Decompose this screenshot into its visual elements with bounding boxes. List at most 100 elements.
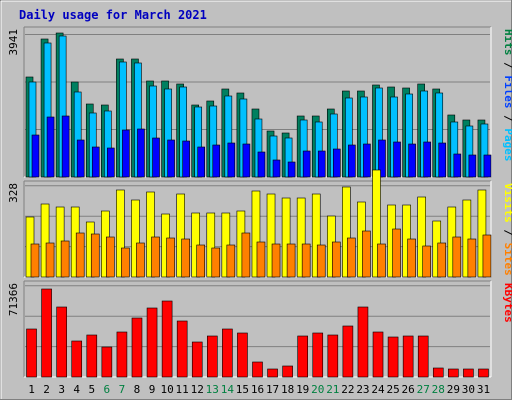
bar-kbytes-day-11 [176,320,188,378]
bar-pages-day-12 [197,146,206,178]
bar-sites-day-14 [226,244,236,278]
x-tick-label: 6 [104,383,111,396]
bar-sites-day-24 [377,243,386,278]
bar-visits-day-19 [296,197,306,278]
bar-visits-day-20 [311,193,321,278]
bar-kbytes-day-28 [432,367,444,378]
bar-visits-day-27 [417,196,426,278]
x-tick-label: 25 [386,383,399,396]
bar-kbytes-day-1 [26,328,37,378]
bar-pages-day-15 [242,143,251,178]
bar-sites-day-16 [256,241,266,278]
x-tick-label: 30 [462,383,475,396]
bar-visits-day-2 [40,203,50,278]
bar-visits-day-9 [146,191,155,278]
bar-sites-day-7 [121,247,130,278]
x-tick-label: 3 [58,383,65,396]
bar-pages-day-2 [46,116,55,178]
bar-visits-day-30 [462,199,472,278]
bar-pages-day-23 [363,143,371,178]
bar-visits-day-18 [281,197,291,278]
bar-pages-day-3 [61,115,70,178]
bar-sites-day-8 [136,242,145,278]
bar-pages-day-19 [302,150,311,178]
bar-kbytes-day-27 [417,335,429,378]
bar-kbytes-day-8 [131,317,143,378]
bar-kbytes-day-3 [56,306,67,378]
bar-kbytes-day-23 [357,306,369,378]
bar-sites-day-26 [407,238,416,278]
bar-kbytes-day-26 [402,335,414,378]
panel-middle: 328 Visits / Sites [7,169,512,278]
bar-pages-day-14 [227,142,236,178]
bar-pages-day-5 [91,146,100,178]
bar-pages-day-7 [122,129,130,178]
bar-pages-day-30 [468,154,477,178]
bar-kbytes-day-22 [342,325,354,378]
bar-kbytes-day-18 [282,365,293,378]
bar-pages-day-11 [182,140,190,178]
panel-legend-label: Visits / Sites [502,183,512,276]
bar-visits-day-24 [372,169,381,278]
bar-kbytes-day-30 [463,368,474,378]
bar-kbytes-day-14 [222,328,233,378]
bar-kbytes-day-2 [41,288,52,378]
x-tick-label: 29 [447,383,460,396]
x-tick-label: 14 [221,383,235,396]
bar-kbytes-day-19 [297,335,308,378]
x-tick-label: 31 [477,383,490,396]
bar-pages-day-29 [453,153,462,178]
x-tick-label: 1 [28,383,35,396]
bar-kbytes-day-25 [387,336,399,378]
x-tick-label: 27 [417,383,430,396]
bar-sites-day-12 [196,244,206,278]
panel-top: 3941 Hits / Files / Pages [7,26,512,178]
bar-sites-day-2 [45,242,55,278]
bar-sites-day-6 [106,236,115,278]
bar-kbytes-day-12 [191,341,203,378]
bar-kbytes-day-7 [116,331,128,378]
x-tick-label: 24 [371,383,385,396]
bar-kbytes-day-29 [448,368,459,378]
bar-visits-day-11 [176,193,185,278]
bar-sites-day-9 [151,236,160,278]
bar-sites-day-23 [362,230,371,278]
bar-kbytes-day-5 [86,334,98,378]
bar-sites-day-13 [211,247,221,278]
x-tick-label: 18 [281,383,294,396]
x-tick-label: 22 [341,383,354,396]
bar-pages-day-17 [272,159,281,178]
panel-max-label: 3941 [7,29,20,56]
bar-visits-day-8 [131,199,140,278]
bar-sites-day-21 [331,241,341,278]
bar-kbytes-day-17 [267,368,278,378]
bar-sites-day-27 [422,245,431,278]
bar-kbytes-day-13 [207,335,218,378]
bar-pages-day-8 [137,128,145,178]
x-tick-label: 19 [296,383,309,396]
bar-pages-day-6 [107,147,115,178]
bar-sites-day-28 [437,242,447,278]
bar-pages-day-16 [257,151,266,178]
x-tick-label: 20 [311,383,324,396]
x-tick-label: 26 [402,383,415,396]
bar-sites-day-29 [452,236,462,278]
bar-visits-day-31 [477,189,487,278]
bar-sites-day-15 [241,232,251,278]
bar-pages-day-18 [287,161,296,178]
chart-title: Daily usage for March 2021 [19,8,207,22]
bar-sites-day-5 [90,233,100,278]
bar-pages-day-1 [31,134,40,178]
x-tick-label: 10 [160,383,173,396]
bar-pages-day-10 [167,139,175,178]
bar-pages-day-28 [438,142,447,178]
bar-pages-day-26 [408,143,416,178]
x-tick-label: 23 [356,383,369,396]
bar-kbytes-day-31 [478,368,489,378]
bar-pages-day-9 [152,137,160,178]
bar-sites-day-4 [75,232,85,278]
x-tick-label: 9 [149,383,156,396]
bar-kbytes-day-24 [372,331,384,378]
bar-kbytes-day-6 [101,346,113,378]
